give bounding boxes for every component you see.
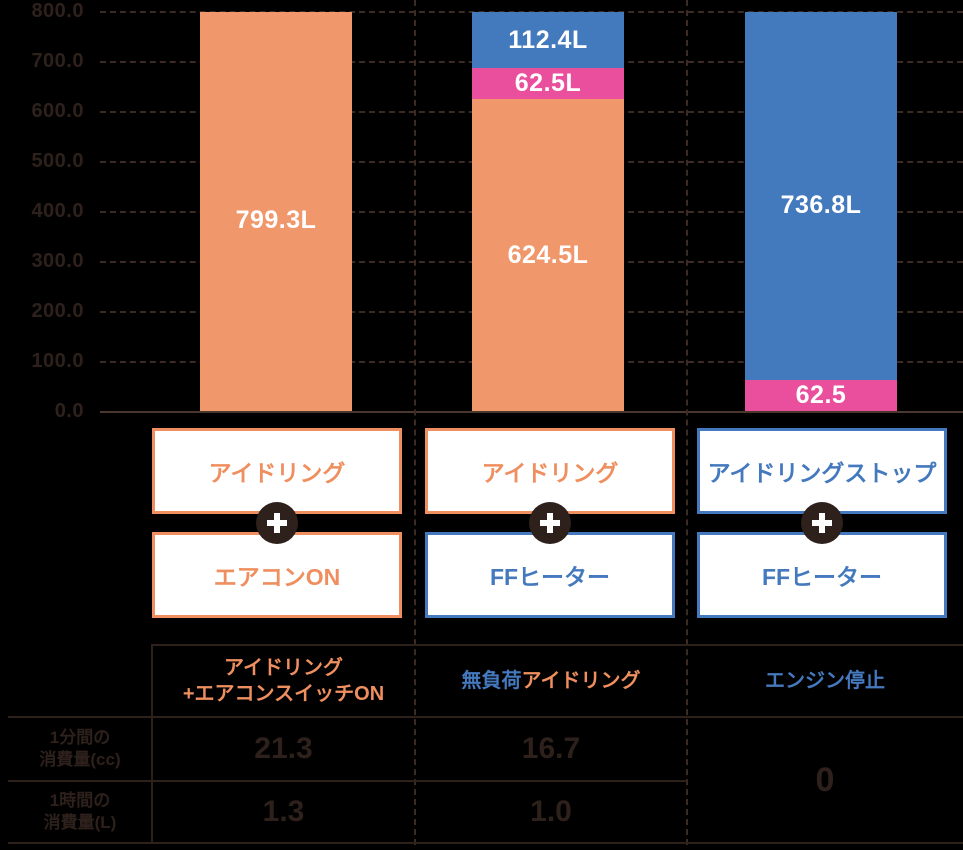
table-top-border	[152, 644, 963, 646]
bar2-orange-value-label: 624.5L	[507, 240, 589, 269]
table-cell-r1c1-value: 21.3	[254, 732, 313, 765]
table-header-col1-line1: アイドリング	[224, 657, 343, 679]
plus-icon	[256, 502, 298, 544]
combo-col1-top-label: アイドリング	[208, 460, 346, 486]
plus-icon	[529, 502, 571, 544]
bar3-pink-value-label: 62.5	[795, 381, 847, 409]
bar3-blue-segment: 736.8L	[745, 12, 897, 380]
bar2-pink-segment: 62.5L	[472, 68, 624, 99]
y-tick-500: 500.0	[31, 150, 84, 172]
table-header-col1: アイドリング +エアコンスイッチON	[152, 646, 415, 716]
table-header-col3: エンジン停止	[687, 646, 963, 716]
y-tick-600: 600.0	[31, 100, 84, 122]
y-tick-800: 800.0	[31, 0, 84, 22]
table-cell-r1c2: 16.7	[415, 718, 687, 780]
table-header-col2-blue-part: 無負荷	[461, 670, 522, 692]
bar2-pink-value-label: 62.5L	[514, 69, 582, 97]
table-rowheader-1-line2: 消費量(cc)	[39, 750, 121, 769]
table-cell-r1c1: 21.3	[152, 718, 415, 780]
table-bottom-border	[8, 842, 963, 844]
table-header-col3-text: エンジン停止	[765, 670, 885, 692]
bar3-blue-value-label: 736.8L	[780, 190, 862, 219]
bar1-orange-segment: 799.3L	[200, 12, 352, 411]
table-header-col1-line2: +エアコンスイッチON	[182, 683, 385, 705]
table-vertical-divider	[151, 644, 153, 844]
table-header-col2: 無負荷アイドリング	[415, 646, 687, 716]
table-rowheader-2: 1時間の 消費量(L)	[8, 782, 152, 842]
x-axis-baseline	[100, 411, 963, 413]
y-tick-0: 0.0	[54, 400, 84, 422]
combo-col1-bottom-box: エアコンON	[152, 532, 402, 618]
combo-col2-top-label: アイドリング	[481, 460, 619, 486]
combo-col2-bottom-label: FFヒーター	[489, 564, 611, 590]
table-rowheader-1-line1: 1分間の	[49, 728, 111, 747]
table-cell-r2c2: 1.0	[415, 782, 687, 842]
y-tick-400: 400.0	[31, 200, 84, 222]
column-separator-1	[414, 0, 416, 845]
table-cell-r2c1: 1.3	[152, 782, 415, 842]
bar2-blue-value-label: 112.4L	[508, 25, 588, 54]
combo-col3-top-label: アイドリングストップ	[707, 460, 937, 486]
combo-col2-bottom-box: FFヒーター	[425, 532, 675, 618]
table-cell-r1c2-value: 16.7	[521, 732, 581, 765]
table-header-divider	[8, 716, 963, 718]
combo-col1-top-box: アイドリング	[152, 428, 402, 514]
y-tick-200: 200.0	[31, 300, 84, 322]
table-cell-r2c1-value: 1.3	[262, 795, 305, 828]
table-rowheader-2-line1: 1時間の	[49, 791, 111, 810]
table-cell-r2c2-value: 1.0	[530, 795, 572, 828]
table-header-col2-text: 無負荷アイドリング	[462, 668, 641, 694]
bar2-blue-segment: 112.4L	[472, 12, 624, 68]
table-cell-col3-merged-value: 0	[815, 760, 835, 799]
bar2-orange-segment: 624.5L	[472, 99, 624, 411]
table-cell-col3-merged: 0	[687, 718, 963, 842]
table-rowheader-2-line2: 消費量(L)	[43, 813, 117, 832]
y-tick-100: 100.0	[31, 350, 84, 372]
combo-col3-bottom-box: FFヒーター	[697, 532, 947, 618]
y-tick-300: 300.0	[31, 250, 84, 272]
table-rowheader-1: 1分間の 消費量(cc)	[8, 718, 152, 780]
table-row-divider	[8, 780, 687, 782]
column-separator-2	[686, 0, 688, 845]
plus-icon	[801, 502, 843, 544]
y-tick-700: 700.0	[31, 50, 84, 72]
combo-col3-bottom-label: FFヒーター	[761, 564, 883, 590]
bar1-value-label: 799.3L	[235, 206, 317, 234]
combo-col1-bottom-label: エアコンON	[213, 564, 341, 590]
combo-col3-top-box: アイドリングストップ	[697, 428, 947, 514]
table-header-col2-orange-part: アイドリング	[521, 670, 641, 692]
bar3-pink-segment: 62.5	[745, 380, 897, 411]
